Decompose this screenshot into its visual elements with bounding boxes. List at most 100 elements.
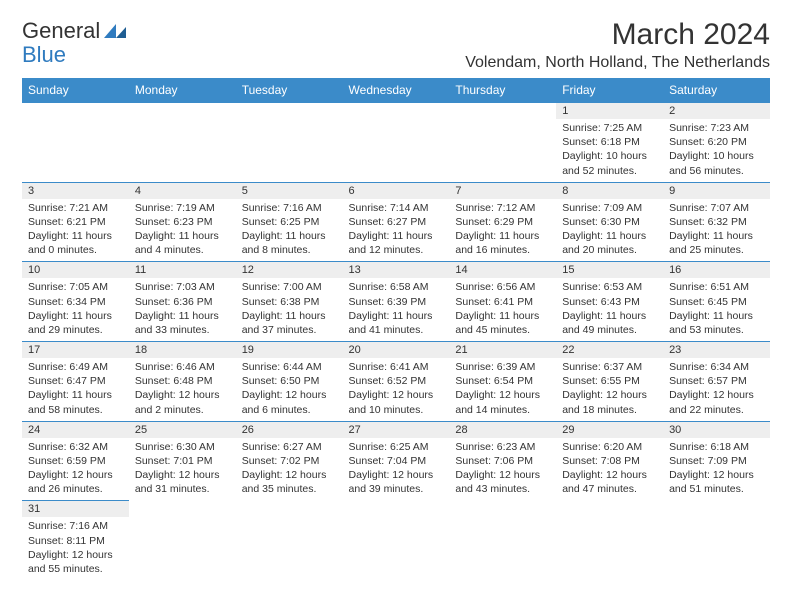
day-header: Wednesday (343, 78, 450, 103)
day-number (343, 103, 450, 120)
day-number: 15 (556, 262, 663, 279)
day-cell (449, 119, 556, 182)
header: General March 2024 Volendam, North Holla… (22, 18, 770, 72)
day-cell: Sunrise: 6:32 AMSunset: 6:59 PMDaylight:… (22, 438, 129, 501)
day-number (663, 501, 770, 518)
day-header: Saturday (663, 78, 770, 103)
calendar-table: SundayMondayTuesdayWednesdayThursdayFrid… (22, 78, 770, 580)
day-cell: Sunrise: 7:16 AMSunset: 8:11 PMDaylight:… (22, 517, 129, 580)
day-number (22, 103, 129, 120)
day-cell: Sunrise: 6:51 AMSunset: 6:45 PMDaylight:… (663, 278, 770, 341)
day-cell: Sunrise: 6:58 AMSunset: 6:39 PMDaylight:… (343, 278, 450, 341)
day-cell: Sunrise: 6:30 AMSunset: 7:01 PMDaylight:… (129, 438, 236, 501)
day-number: 1 (556, 103, 663, 120)
day-cell: Sunrise: 7:23 AMSunset: 6:20 PMDaylight:… (663, 119, 770, 182)
day-cell: Sunrise: 6:39 AMSunset: 6:54 PMDaylight:… (449, 358, 556, 421)
day-cell: Sunrise: 7:03 AMSunset: 6:36 PMDaylight:… (129, 278, 236, 341)
day-number-row: 3456789 (22, 182, 770, 199)
day-number: 24 (22, 421, 129, 438)
day-number (343, 501, 450, 518)
day-cell (556, 517, 663, 580)
month-title: March 2024 (465, 18, 770, 52)
day-number: 21 (449, 342, 556, 359)
day-number: 11 (129, 262, 236, 279)
logo-icon (100, 18, 128, 44)
day-number: 17 (22, 342, 129, 359)
day-header: Thursday (449, 78, 556, 103)
day-cell: Sunrise: 6:25 AMSunset: 7:04 PMDaylight:… (343, 438, 450, 501)
logo-text-general: General (22, 18, 100, 44)
day-number: 26 (236, 421, 343, 438)
day-number: 27 (343, 421, 450, 438)
day-number: 4 (129, 182, 236, 199)
day-cell (449, 517, 556, 580)
day-header: Tuesday (236, 78, 343, 103)
day-number: 13 (343, 262, 450, 279)
day-number: 2 (663, 103, 770, 120)
day-number: 25 (129, 421, 236, 438)
day-cell: Sunrise: 7:21 AMSunset: 6:21 PMDaylight:… (22, 199, 129, 262)
day-number-row: 17181920212223 (22, 342, 770, 359)
day-cell: Sunrise: 7:09 AMSunset: 6:30 PMDaylight:… (556, 199, 663, 262)
day-cell: Sunrise: 6:37 AMSunset: 6:55 PMDaylight:… (556, 358, 663, 421)
day-cell: Sunrise: 6:27 AMSunset: 7:02 PMDaylight:… (236, 438, 343, 501)
day-cell: Sunrise: 7:07 AMSunset: 6:32 PMDaylight:… (663, 199, 770, 262)
day-number-row: 10111213141516 (22, 262, 770, 279)
day-content-row: Sunrise: 7:21 AMSunset: 6:21 PMDaylight:… (22, 199, 770, 262)
day-number: 10 (22, 262, 129, 279)
day-header: Sunday (22, 78, 129, 103)
day-cell: Sunrise: 6:18 AMSunset: 7:09 PMDaylight:… (663, 438, 770, 501)
day-number: 23 (663, 342, 770, 359)
day-number-row: 12 (22, 103, 770, 120)
day-number (129, 103, 236, 120)
day-cell (129, 119, 236, 182)
day-cell: Sunrise: 6:56 AMSunset: 6:41 PMDaylight:… (449, 278, 556, 341)
day-cell: Sunrise: 6:23 AMSunset: 7:06 PMDaylight:… (449, 438, 556, 501)
day-number-row: 24252627282930 (22, 421, 770, 438)
day-cell (343, 119, 450, 182)
day-number: 7 (449, 182, 556, 199)
day-cell: Sunrise: 6:44 AMSunset: 6:50 PMDaylight:… (236, 358, 343, 421)
logo: General (22, 18, 128, 44)
day-number: 20 (343, 342, 450, 359)
day-number: 18 (129, 342, 236, 359)
day-number (449, 501, 556, 518)
day-cell: Sunrise: 6:20 AMSunset: 7:08 PMDaylight:… (556, 438, 663, 501)
day-number: 19 (236, 342, 343, 359)
day-cell: Sunrise: 7:19 AMSunset: 6:23 PMDaylight:… (129, 199, 236, 262)
location: Volendam, North Holland, The Netherlands (465, 54, 770, 72)
day-number-row: 31 (22, 501, 770, 518)
day-content-row: Sunrise: 7:05 AMSunset: 6:34 PMDaylight:… (22, 278, 770, 341)
day-number (236, 501, 343, 518)
day-cell: Sunrise: 7:05 AMSunset: 6:34 PMDaylight:… (22, 278, 129, 341)
day-number: 16 (663, 262, 770, 279)
day-cell: Sunrise: 6:49 AMSunset: 6:47 PMDaylight:… (22, 358, 129, 421)
day-number (449, 103, 556, 120)
day-number: 14 (449, 262, 556, 279)
day-cell (236, 119, 343, 182)
day-cell: Sunrise: 7:12 AMSunset: 6:29 PMDaylight:… (449, 199, 556, 262)
day-number: 28 (449, 421, 556, 438)
day-number: 9 (663, 182, 770, 199)
day-number (556, 501, 663, 518)
day-number: 5 (236, 182, 343, 199)
day-number: 8 (556, 182, 663, 199)
day-number (129, 501, 236, 518)
day-cell (343, 517, 450, 580)
title-block: March 2024 Volendam, North Holland, The … (465, 18, 770, 72)
day-header: Friday (556, 78, 663, 103)
day-number: 6 (343, 182, 450, 199)
day-cell: Sunrise: 7:14 AMSunset: 6:27 PMDaylight:… (343, 199, 450, 262)
day-cell: Sunrise: 6:41 AMSunset: 6:52 PMDaylight:… (343, 358, 450, 421)
day-number: 22 (556, 342, 663, 359)
day-content-row: Sunrise: 6:49 AMSunset: 6:47 PMDaylight:… (22, 358, 770, 421)
day-cell (129, 517, 236, 580)
logo-text-blue: Blue (22, 42, 66, 68)
day-content-row: Sunrise: 6:32 AMSunset: 6:59 PMDaylight:… (22, 438, 770, 501)
day-cell (22, 119, 129, 182)
day-number (236, 103, 343, 120)
day-cell: Sunrise: 7:00 AMSunset: 6:38 PMDaylight:… (236, 278, 343, 341)
day-cell: Sunrise: 6:53 AMSunset: 6:43 PMDaylight:… (556, 278, 663, 341)
day-cell: Sunrise: 6:34 AMSunset: 6:57 PMDaylight:… (663, 358, 770, 421)
day-number: 31 (22, 501, 129, 518)
